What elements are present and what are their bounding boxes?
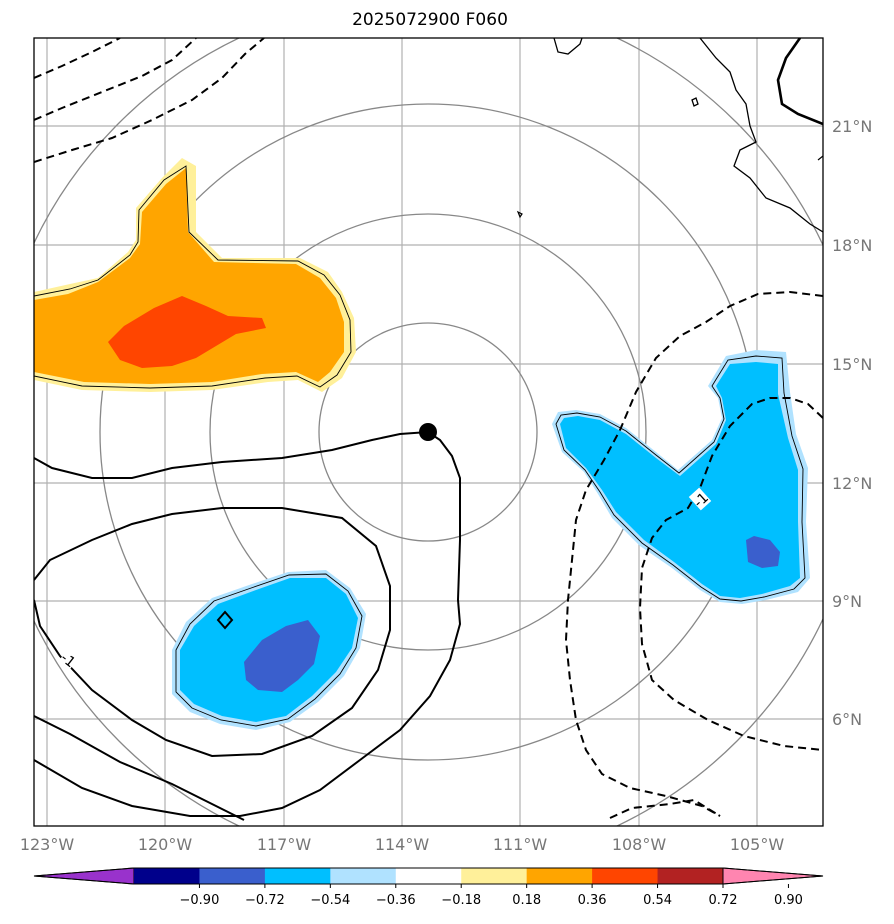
solid-contours <box>34 430 462 821</box>
colorbar-tick-label: 0.72 <box>709 893 738 908</box>
colorbar-tick-label: 0.36 <box>578 893 607 908</box>
lon-tick-label: 108°W <box>612 835 667 854</box>
colorbar-tick-label: 0.90 <box>774 893 803 908</box>
map-title: 2025072900 F060 <box>352 10 508 30</box>
negative-anomaly-region-southwest <box>172 570 366 730</box>
colorbar-tick-label: −0.18 <box>441 893 481 908</box>
colorbar-segment <box>395 868 462 884</box>
lon-tick-label: 114°W <box>375 835 430 854</box>
colorbar-segment <box>134 868 200 884</box>
colorbar-tick-label: −0.72 <box>245 893 285 908</box>
colorbar-tick-label: −0.36 <box>376 893 416 908</box>
colorbar: −0.90 −0.72 −0.54 −0.36 −0.18 0.18 0.36 0.54 0.7… <box>33 867 824 908</box>
storm-center-dot-icon <box>419 423 437 441</box>
map-area: -1 -1 <box>34 38 823 826</box>
coastline <box>516 38 823 233</box>
lat-tick-label: 18°N <box>832 236 872 255</box>
lon-tick-label: 105°W <box>730 835 785 854</box>
colorbar-segment <box>657 868 724 884</box>
lat-tick-label: 6°N <box>832 710 862 729</box>
lon-tick-label: 123°W <box>20 835 75 854</box>
colorbar-segment <box>264 868 331 884</box>
colorbar-segment <box>461 868 528 884</box>
lat-tick-label: 21°N <box>832 117 872 136</box>
colorbar-segment <box>592 868 659 884</box>
lon-tick-label: 117°W <box>257 835 312 854</box>
negative-anomaly-region-east <box>552 350 810 604</box>
lon-tick-label: 111°W <box>493 835 548 854</box>
map-frame <box>33 37 824 827</box>
colorbar-tick-label: −0.90 <box>180 893 220 908</box>
colorbar-tick-label: 0.18 <box>512 893 541 908</box>
colorbar-tick-label: 0.54 <box>643 893 672 908</box>
colorbar-extend-high <box>722 867 824 885</box>
colorbar-segment <box>199 868 266 884</box>
positive-anomaly-region <box>34 158 356 392</box>
colorbar-segment <box>526 868 593 884</box>
lat-tick-label: 9°N <box>832 592 862 611</box>
colorbar-segment <box>330 868 397 884</box>
dashed-contours <box>34 38 823 819</box>
lat-tick-label: 12°N <box>832 474 872 493</box>
lon-tick-label: 120°W <box>138 835 193 854</box>
colorbar-tick-label: −0.54 <box>310 893 350 908</box>
colorbar-outline <box>33 867 824 885</box>
lat-tick-label: 15°N <box>832 355 872 374</box>
colorbar-extend-low <box>33 867 135 885</box>
